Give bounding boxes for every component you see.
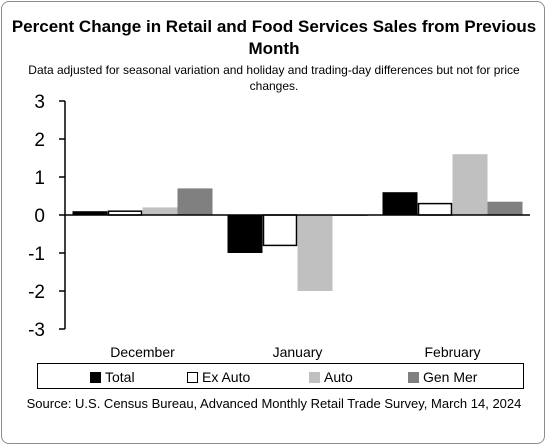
chart-subtitle: Data adjusted for seasonal variation and…: [28, 63, 520, 93]
legend-item-auto: Auto: [309, 369, 353, 385]
legend-swatch-total: [90, 371, 101, 383]
bar-total-december: [72, 211, 108, 215]
y-tick-label: -2: [28, 282, 45, 303]
y-tick-label: 2: [34, 130, 45, 151]
legend-item-ex-auto: Ex Auto: [187, 369, 250, 385]
bar-gen-mer-february: [487, 201, 523, 215]
legend-item-gen-mer: Gen Mer: [408, 369, 477, 385]
bar-auto-december: [142, 207, 178, 215]
chart-legend: Total Ex Auto Auto Gen Mer: [37, 363, 524, 389]
y-tick-label: -3: [28, 320, 45, 341]
legend-swatch-ex-auto: [187, 371, 198, 383]
bar-ex-auto-january: [262, 214, 298, 247]
chart-title: Percent Change in Retail and Food Servic…: [11, 17, 537, 58]
x-category-label: January: [273, 344, 323, 360]
x-category-label: February: [424, 344, 480, 360]
bar-total-january: [227, 215, 263, 253]
chart-source: Source: U.S. Census Bureau, Advanced Mon…: [26, 396, 522, 411]
y-tick-label: 3: [34, 92, 45, 113]
bar-auto-january: [297, 215, 333, 291]
legend-swatch-auto: [309, 371, 320, 383]
legend-label-auto: Auto: [324, 369, 353, 385]
bar-total-february: [382, 192, 418, 215]
legend-swatch-gen-mer: [408, 371, 419, 383]
y-tick-label: -1: [28, 244, 45, 265]
bar-gen-mer-december: [177, 188, 213, 215]
bar-ex-auto-february: [417, 202, 453, 216]
y-tick-label: 0: [34, 206, 45, 227]
legend-label-total: Total: [105, 369, 135, 385]
bar-auto-february: [452, 154, 488, 215]
legend-item-total: Total: [90, 369, 135, 385]
x-category-label: December: [110, 344, 175, 360]
y-tick-label: 1: [34, 168, 45, 189]
legend-label-gen-mer: Gen Mer: [423, 369, 478, 385]
legend-label-ex-auto: Ex Auto: [202, 369, 251, 385]
